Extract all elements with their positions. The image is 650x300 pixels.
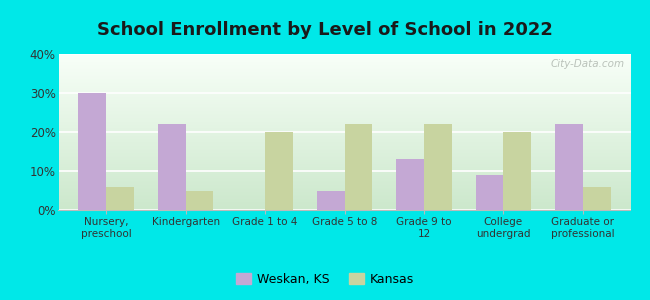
Bar	[158, 124, 186, 210]
Bar	[317, 190, 345, 210]
Bar	[503, 132, 531, 210]
Bar	[79, 93, 106, 210]
Bar	[344, 124, 372, 210]
Bar	[106, 187, 134, 210]
Text: City-Data.com: City-Data.com	[551, 59, 625, 69]
Bar	[583, 187, 610, 210]
Bar	[424, 124, 452, 210]
Bar	[265, 132, 293, 210]
Bar	[396, 159, 424, 210]
Text: School Enrollment by Level of School in 2022: School Enrollment by Level of School in …	[97, 21, 553, 39]
Bar	[186, 190, 213, 210]
Bar	[555, 124, 583, 210]
Bar	[476, 175, 503, 210]
Legend: Weskan, KS, Kansas: Weskan, KS, Kansas	[231, 268, 419, 291]
